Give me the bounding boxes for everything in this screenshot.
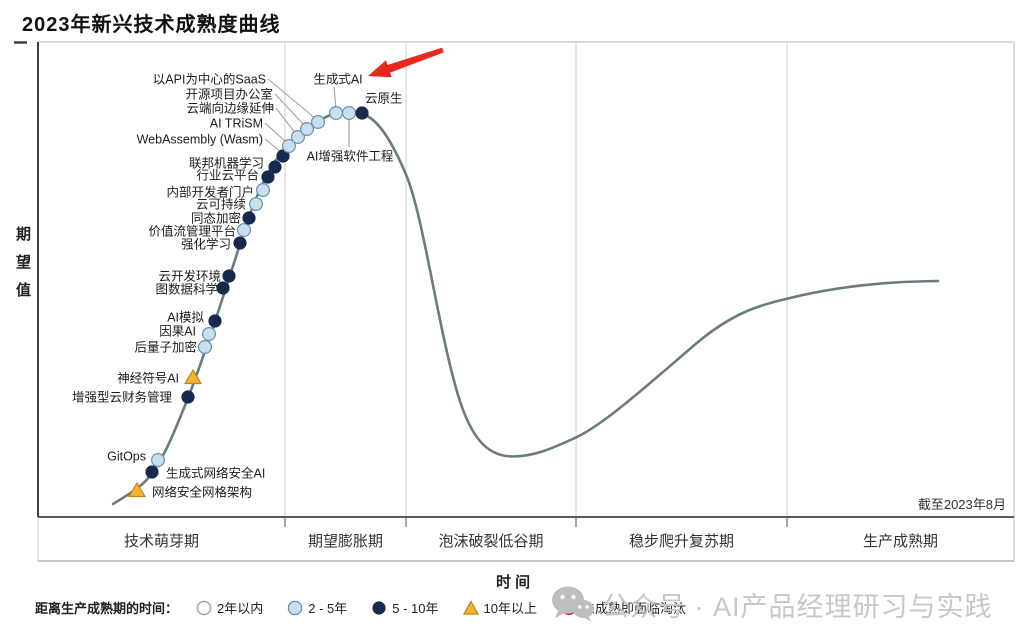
as-of-date: 截至2023年8月 — [917, 497, 1006, 512]
hype-curve — [111, 110, 940, 506]
tech-label: 图数据科学 — [155, 282, 218, 297]
phase-label: 稳步爬升复苏期 — [628, 533, 735, 550]
tech-marker-dark — [216, 281, 230, 295]
wechat-icon — [552, 586, 594, 622]
tech-label: 生成式网络安全AI — [166, 466, 265, 481]
legend-item: 10年以上 — [462, 598, 537, 617]
legend-item-label: 5 - 10年 — [392, 601, 439, 616]
legend-item: 2年以内 — [196, 598, 263, 617]
tech-marker-light — [291, 130, 306, 145]
legend-marker-triangle — [462, 599, 479, 615]
watermark-text: 公众号 · AI产品经理研习与实践 — [602, 591, 993, 622]
tech-marker-dark — [242, 211, 256, 225]
tech-label: 价值流管理平台 — [148, 224, 236, 239]
label-connector — [274, 93, 306, 127]
phase-label: 技术萌芽期 — [123, 533, 200, 550]
tech-label: AI增强软件工程 — [307, 149, 394, 164]
tech-label: 生成式AI — [313, 73, 362, 87]
tech-label: 神经符号AI — [117, 371, 179, 386]
tech-marker-dark — [222, 269, 236, 283]
tech-label: 内部开发者门户 — [166, 185, 254, 200]
legend-item: 5 - 10年 — [371, 598, 439, 617]
tech-label: 云开发环境 — [158, 269, 221, 284]
legend-item-label: 10年以上 — [483, 601, 537, 616]
legend-item-label: 未成熟即面临淘汰 — [581, 601, 686, 616]
phase-label: 泡沫破裂低谷期 — [438, 533, 544, 550]
tech-label: 以API为中心的SaaS — [153, 72, 266, 87]
legend-item-label: 2年以内 — [217, 601, 264, 616]
label-connector — [333, 86, 337, 110]
x-axis-label: 时 间 — [496, 574, 531, 591]
tech-label: AI TRiSM — [210, 117, 263, 131]
page-title: 2023年新兴技术成熟度曲线 — [22, 14, 281, 36]
tech-marker-light — [198, 340, 213, 355]
tech-marker-light — [202, 327, 217, 342]
tech-label: 开源项目办公室 — [185, 87, 273, 102]
legend-item: 2 - 5年 — [287, 598, 347, 617]
tech-label: 强化学习 — [181, 237, 231, 252]
label-connector — [275, 107, 297, 135]
tech-label: 云原生 — [365, 92, 403, 106]
y-axis-label: 期望值 — [14, 226, 31, 310]
tech-label: 云可持续 — [196, 197, 246, 212]
tech-label: 云端向边缘延伸 — [186, 101, 274, 116]
tech-marker-dark — [181, 390, 195, 404]
tech-marker-dark — [268, 160, 282, 174]
tech-label: 增强型云财务管理 — [72, 390, 173, 405]
tech-label: 联邦机器学习 — [189, 156, 264, 171]
tech-marker-light — [249, 197, 264, 212]
highlight-arrow — [368, 47, 444, 78]
legend-marker-circle-light — [288, 600, 303, 615]
tech-label: AI模拟 — [167, 311, 204, 325]
tech-label: 因果AI — [159, 325, 196, 339]
tech-marker-light — [311, 114, 326, 129]
tech-label: 同态加密 — [191, 211, 241, 226]
tech-label: 后量子加密 — [134, 340, 197, 355]
tech-marker-triangle — [183, 368, 203, 385]
tech-marker-dark — [355, 106, 369, 120]
watermark: 公众号 · AI产品经理研习与实践 — [548, 584, 993, 624]
tech-marker-dark — [261, 170, 275, 184]
tech-marker-light — [237, 223, 252, 238]
tech-label: WebAssembly (Wasm) — [137, 133, 263, 147]
tech-marker-dark — [145, 465, 159, 479]
phase-label: 期望膨胀期 — [307, 533, 384, 550]
label-connector — [264, 122, 288, 144]
legend-title: 距离生产成熟期的时间： — [35, 601, 179, 616]
tech-label: 网络安全网格架构 — [152, 485, 252, 500]
phase-label: 生产成熟期 — [862, 533, 939, 550]
legend: 距离生产成熟期的时间： 2年以内 2 - 5年 5 - 10年 10年以上 未成熟即面临… — [35, 598, 686, 617]
label-connector — [267, 78, 317, 120]
tech-marker-light — [329, 105, 344, 120]
tech-marker-light — [256, 183, 271, 198]
tech-marker-dark — [233, 236, 247, 250]
tech-marker-dark — [276, 149, 290, 163]
legend-marker-circle-dark — [372, 600, 386, 615]
tech-marker-light — [342, 105, 357, 120]
tech-marker-dark — [208, 314, 222, 328]
tech-marker-triangle — [127, 481, 147, 498]
legend-marker-circle-white — [196, 600, 212, 615]
label-connector — [264, 138, 282, 153]
tech-marker-light — [300, 121, 315, 136]
tech-marker-light — [282, 139, 297, 154]
tech-label: GitOps — [107, 450, 146, 464]
legend-item-label: 2 - 5年 — [308, 601, 348, 616]
tech-marker-light — [151, 453, 166, 468]
tech-label: 行业云平台 — [196, 168, 259, 183]
